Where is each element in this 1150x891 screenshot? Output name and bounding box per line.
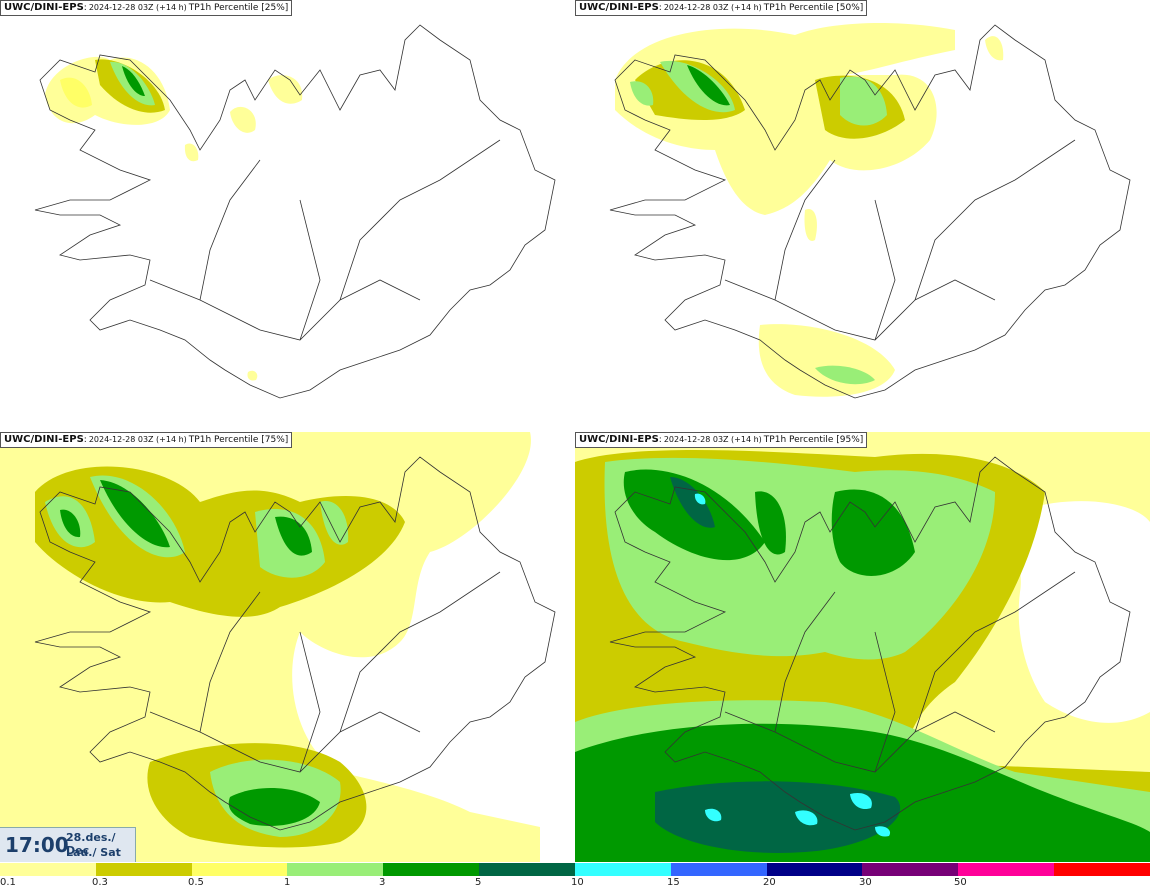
field-label: TP1h Percentile [95%]: [763, 435, 864, 445]
model-name: UWC/DINI-EPS: [579, 434, 659, 445]
precip-area: [804, 209, 817, 241]
legend-swatch: [95, 863, 192, 876]
precip-area: [795, 810, 818, 826]
legend-threshold-label: 3: [379, 877, 386, 888]
precip-area: [875, 826, 891, 837]
precip-area: [655, 781, 901, 853]
precip-area: [247, 370, 258, 381]
model-name: UWC/DINI-EPS: [579, 2, 659, 13]
iceland-outline: [34, 24, 556, 399]
precip-area: [275, 516, 312, 556]
precip-area: [705, 808, 722, 822]
panel-header: UWC/DINI-EPS: 2024-12-28 03Z (+14 h) TP1h …: [0, 0, 293, 16]
coastline: [609, 456, 1131, 831]
precip-area: [100, 480, 170, 548]
precip-area: [755, 491, 786, 555]
valid-time-box: 17:00 28.des./ Dec Lau./ Sat: [0, 827, 136, 862]
legend-labels: 0.1 0.3 0.5 1 3 5 10 15 20 30 50: [0, 877, 1150, 891]
precip-area: [985, 36, 1004, 61]
precip-area: [230, 106, 256, 133]
map-panel-p95: UWC/DINI-EPS: 2024-12-28 03Z (+14 h) TP1h …: [575, 432, 1150, 862]
legend-swatch: [862, 863, 959, 876]
panel-header: UWC/DINI-EPS: 2024-12-28 03Z (+14 h) TP1h …: [575, 432, 868, 448]
precip-area: [687, 65, 730, 106]
iceland-outline: [34, 456, 556, 831]
precip-area: [228, 787, 320, 826]
valid-day: Lau./ Sat: [66, 846, 121, 859]
field-label: TP1h Percentile [50%]: [763, 3, 864, 13]
coastline: [34, 456, 556, 831]
precip-area: [694, 493, 706, 505]
map-canvas: [34, 24, 556, 399]
field-label: TP1h Percentile [75%]: [188, 435, 289, 445]
legend-swatch: [958, 863, 1055, 876]
precip-area: [630, 81, 654, 106]
legend-swatch: [479, 863, 575, 876]
model-name: UWC/DINI-EPS: [4, 2, 84, 13]
legend-swatch: [383, 863, 480, 876]
run-time: 2024-12-28 03Z (+14 h): [88, 3, 187, 12]
map-canvas: [575, 432, 1150, 862]
road-network: [724, 139, 1076, 341]
coastline: [34, 24, 556, 399]
legend-threshold-label: 0.1: [0, 877, 16, 888]
legend-swatch: [670, 863, 767, 876]
precip-layer: [0, 432, 540, 862]
iceland-outline: [609, 456, 1131, 831]
panel-header: UWC/DINI-EPS: 2024-12-28 03Z (+14 h) TP1h …: [0, 432, 293, 448]
precip-area: [122, 66, 145, 96]
precip-area: [268, 75, 303, 104]
run-time: 2024-12-28 03Z (+14 h): [88, 435, 187, 444]
legend-threshold-label: 0.3: [92, 877, 108, 888]
precip-area: [184, 143, 199, 162]
color-legend-bar: [0, 863, 1150, 876]
valid-date: 28.des./ Dec: [66, 831, 116, 857]
precip-area: [840, 76, 887, 126]
legend-threshold-label: 5: [475, 877, 482, 888]
precip-area: [320, 501, 349, 545]
precip-area: [831, 489, 915, 576]
legend-threshold-label: 0.5: [188, 877, 204, 888]
legend-swatch: [766, 863, 863, 876]
precip-layer: [615, 23, 1004, 397]
run-time: 2024-12-28 03Z (+14 h): [663, 3, 762, 12]
iceland-outline: [609, 24, 1131, 399]
legend-swatch: [287, 863, 384, 876]
legend-swatch: [0, 863, 96, 876]
precip-area: [60, 509, 81, 538]
road-network: [724, 571, 1076, 773]
valid-time: 17:00: [5, 833, 69, 857]
road-network: [149, 571, 501, 773]
precip-area: [850, 792, 872, 810]
road-network: [149, 139, 501, 341]
legend-threshold-label: 30: [859, 877, 872, 888]
map-canvas: [0, 432, 556, 862]
run-time: 2024-12-28 03Z (+14 h): [663, 435, 762, 444]
map-panel-p25: UWC/DINI-EPS: 2024-12-28 03Z (+14 h) TP1h …: [0, 0, 575, 430]
legend-swatch: [574, 863, 671, 876]
precip-area: [60, 77, 92, 108]
legend-threshold-label: 10: [571, 877, 584, 888]
map-panel-p75: UWC/DINI-EPS: 2024-12-28 03Z (+14 h) TP1h …: [0, 432, 575, 862]
map-panel-p50: UWC/DINI-EPS: 2024-12-28 03Z (+14 h) TP1h …: [575, 0, 1150, 430]
map-canvas: [609, 23, 1131, 399]
field-label: TP1h Percentile [25%]: [188, 3, 289, 13]
precip-layer: [45, 56, 303, 381]
legend-threshold-label: 20: [763, 877, 776, 888]
legend-threshold-label: 15: [667, 877, 680, 888]
legend-threshold-label: 50: [954, 877, 967, 888]
precip-area: [1012, 501, 1150, 723]
precip-area: [815, 365, 875, 385]
legend-threshold-label: 1: [284, 877, 291, 888]
precip-layer: [575, 432, 1150, 862]
legend-swatch: [191, 863, 288, 876]
coastline: [609, 24, 1131, 399]
legend-swatch: [1054, 863, 1150, 876]
precip-area: [670, 477, 715, 528]
model-name: UWC/DINI-EPS: [4, 434, 84, 445]
panel-header: UWC/DINI-EPS: 2024-12-28 03Z (+14 h) TP1h …: [575, 0, 868, 16]
